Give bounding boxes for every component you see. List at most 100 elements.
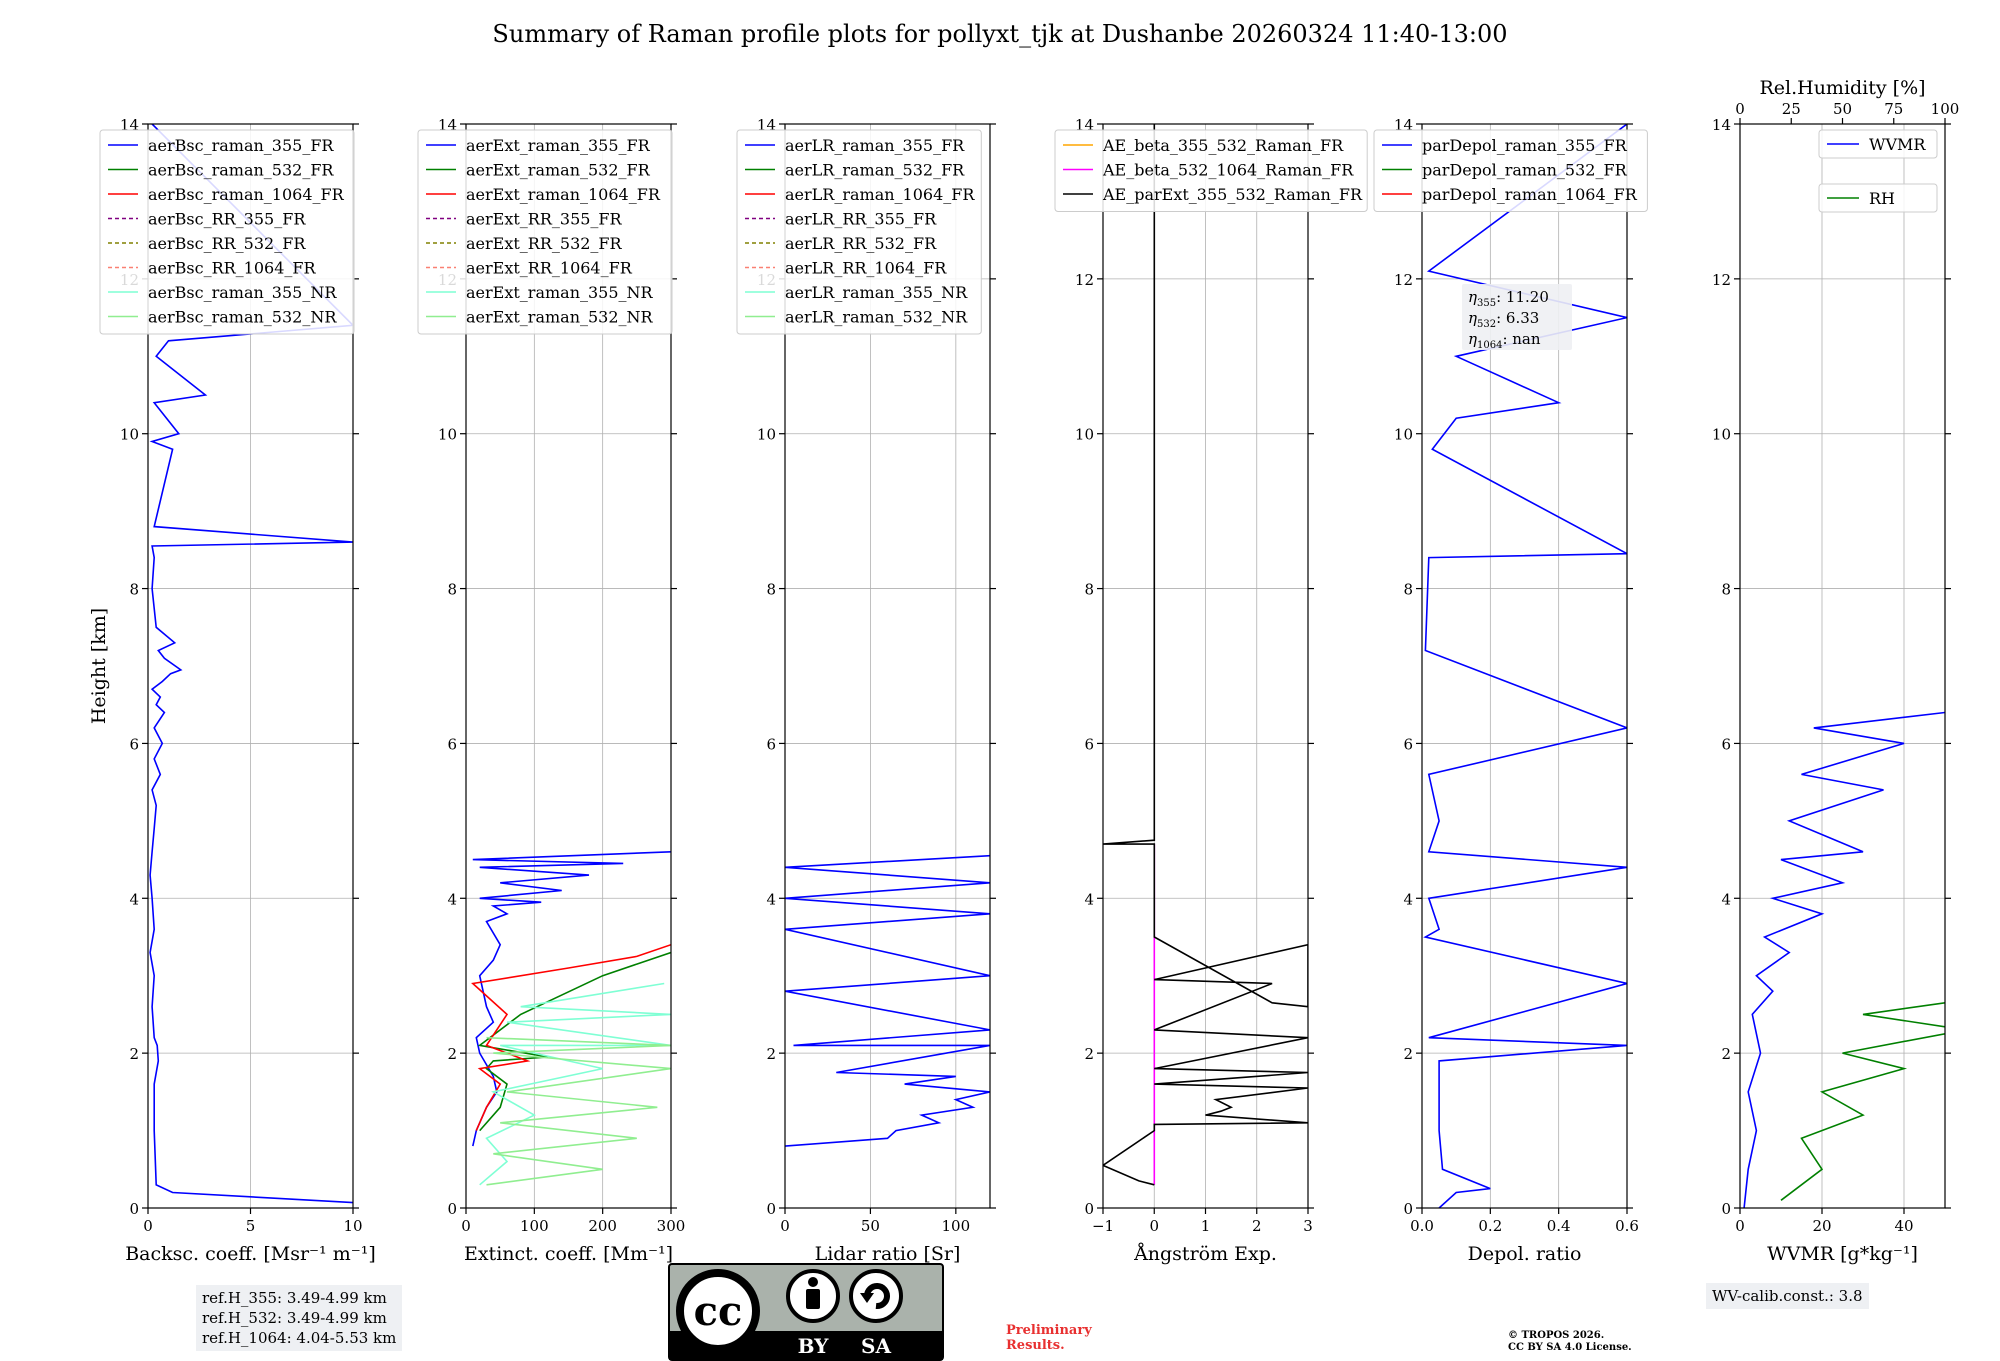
y-tick-label: 12 — [1712, 271, 1731, 289]
series-line-WVMR — [1743, 711, 1945, 1208]
legend-label: parDepol_raman_355_FR — [1422, 136, 1628, 155]
preliminary-line-1: Preliminary — [1006, 1323, 1092, 1338]
y-axis-label: Height [km] — [88, 608, 110, 724]
y-tick-label: 8 — [129, 581, 139, 599]
x-tick-label: 100 — [942, 1217, 971, 1235]
top-x-tick-label: 50 — [1833, 100, 1852, 118]
series-group — [149, 124, 353, 1204]
top-x-tick-label: 100 — [1931, 100, 1960, 118]
top-x-tick-label: 0 — [1735, 100, 1745, 118]
x-tick-label: 300 — [657, 1217, 686, 1235]
y-tick-label: 4 — [1403, 890, 1413, 908]
legend-label: aerExt_raman_532_FR — [466, 161, 651, 180]
y-tick-label: 4 — [447, 890, 457, 908]
panel-ext: 024681012140100200300Extinct. coeff. [Mm… — [417, 116, 686, 1265]
y-tick-label: 6 — [447, 735, 457, 753]
y-tick-label: 0 — [1721, 1200, 1731, 1218]
y-tick-label: 0 — [766, 1200, 776, 1218]
legend-label: aerExt_raman_355_FR — [466, 136, 651, 155]
x-axis-label: Ångström Exp. — [1133, 1243, 1277, 1265]
legend-box — [1373, 129, 1648, 212]
legend-label: aerLR_raman_355_NR — [785, 283, 968, 302]
x-tick-label: 0.2 — [1478, 1217, 1502, 1235]
x-tick-label: 3 — [1303, 1217, 1313, 1235]
y-tick-label: 2 — [447, 1045, 457, 1063]
preliminary-line-2: Results. — [1006, 1338, 1065, 1353]
series-line-aerExt_raman_355_NR — [479, 982, 671, 1186]
legend-label: aerBsc_raman_1064_FR — [148, 185, 345, 204]
y-tick-label: 4 — [766, 890, 776, 908]
legend-label: aerExt_raman_355_NR — [466, 283, 654, 302]
y-tick-label: 8 — [1721, 581, 1731, 599]
legend-label: aerExt_raman_1064_FR — [466, 185, 661, 204]
y-tick-label: 6 — [1084, 735, 1094, 753]
legend-label: aerLR_RR_532_FR — [785, 234, 937, 253]
series-group — [1743, 711, 1945, 1208]
axes-frame — [1421, 123, 1628, 1209]
reference-height-box: ref.H_355: 3.49-4.99 km ref.H_532: 3.49-… — [196, 1285, 403, 1351]
top-x-axis-label: Rel.Humidity [%] — [1759, 77, 1925, 99]
x-tick-label: 0 — [780, 1217, 790, 1235]
series-group — [785, 854, 990, 1147]
legend-label: aerLR_raman_1064_FR — [785, 185, 975, 204]
y-tick-label: 0 — [1084, 1200, 1094, 1218]
legend-label: parDepol_raman_532_FR — [1422, 161, 1628, 180]
legend-box — [417, 129, 673, 335]
depol-eta-532: η532: 6.33 — [1468, 309, 1539, 330]
y-tick-label: 0 — [447, 1200, 457, 1218]
y-tick-label: 8 — [1403, 581, 1413, 599]
y-tick-label: 2 — [129, 1045, 139, 1063]
x-axis-label: WVMR [g*kg⁻¹] — [1767, 1243, 1918, 1265]
legend-label: aerBsc_raman_355_NR — [148, 283, 337, 302]
legend-label: aerExt_RR_355_FR — [466, 210, 623, 229]
x-tick-label: 0.0 — [1410, 1217, 1434, 1235]
y-tick-label: 2 — [1721, 1045, 1731, 1063]
y-tick-label: 0 — [1403, 1200, 1413, 1218]
y-tick-label: 4 — [1721, 890, 1731, 908]
legend-label: aerBsc_RR_532_FR — [148, 234, 306, 253]
x-tick-label: 5 — [246, 1217, 256, 1235]
panel-bsc: 024681012140510Backsc. coeff. [Msr⁻¹ m⁻¹… — [99, 116, 376, 1265]
copyright-line-1: © TROPOS 2026. — [1508, 1330, 1605, 1341]
legend-box — [1818, 129, 1938, 159]
panel-lr: 02468101214050100Lidar ratio [Sr]aerLR_r… — [736, 116, 996, 1265]
series-group — [1103, 124, 1308, 1186]
x-tick-label: 50 — [861, 1217, 880, 1235]
y-tick-label: 12 — [1394, 271, 1413, 289]
legend-label: aerLR_RR_355_FR — [785, 210, 937, 229]
axes-frame — [1739, 123, 1946, 1209]
legend-label: AE_beta_355_532_Raman_FR — [1102, 136, 1344, 155]
y-tick-label: 10 — [1075, 426, 1094, 444]
y-tick-label: 10 — [120, 426, 139, 444]
series-line-parDepol_raman_355_FR — [1423, 124, 1627, 1208]
top-x-tick-label: 75 — [1884, 100, 1903, 118]
series-line-aerBsc_raman_355_FR — [149, 124, 353, 1204]
copyright-note: © TROPOS 2026. CC BY SA 4.0 License. — [1508, 1330, 1632, 1354]
legend-label: aerLR_raman_532_FR — [785, 161, 965, 180]
series-line-aerLR_raman_355_FR — [785, 854, 990, 1147]
legend-label: aerBsc_RR_355_FR — [148, 210, 306, 229]
x-tick-label: 0 — [143, 1217, 153, 1235]
y-tick-label: 14 — [1712, 116, 1731, 134]
legend-label: aerExt_RR_532_FR — [466, 234, 623, 253]
legend-box — [99, 129, 355, 335]
ref-height-532: ref.H_532: 3.49-4.99 km — [202, 1309, 387, 1327]
x-tick-label: 2 — [1252, 1217, 1262, 1235]
legend-label: RH — [1869, 189, 1895, 208]
series-group — [471, 851, 671, 1186]
y-tick-label: 6 — [129, 735, 139, 753]
legend-label: aerExt_raman_532_NR — [466, 308, 654, 327]
legend-box — [1818, 183, 1938, 213]
legend-label: aerBsc_RR_1064_FR — [148, 259, 317, 278]
series-line-AE_parExt_355_532_Raman_FR — [1103, 124, 1308, 1186]
legend-label: parDepol_raman_1064_FR — [1422, 185, 1638, 204]
x-tick-label: 40 — [1894, 1217, 1913, 1235]
license-sa-label: SA — [861, 1334, 891, 1358]
y-tick-label: 10 — [438, 426, 457, 444]
y-tick-label: 6 — [1403, 735, 1413, 753]
ref-height-355: ref.H_355: 3.49-4.99 km — [202, 1289, 387, 1307]
y-tick-label: 10 — [1712, 426, 1731, 444]
x-tick-label: 0 — [461, 1217, 471, 1235]
